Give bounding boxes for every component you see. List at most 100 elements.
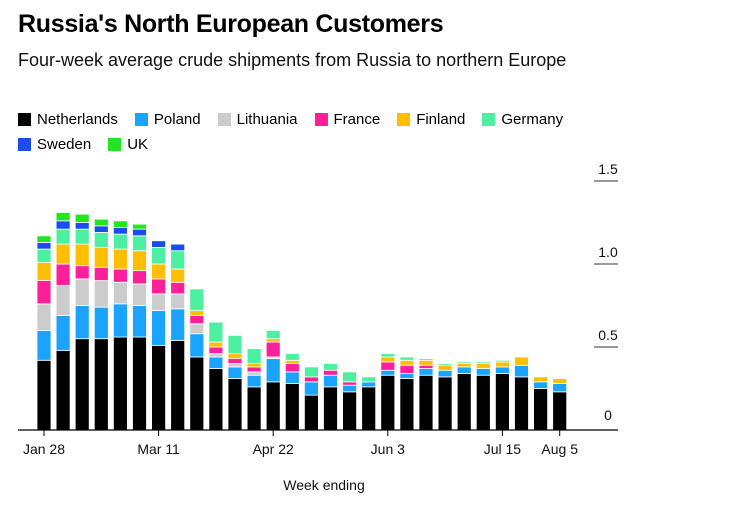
- bar-segment: [303, 381, 319, 396]
- bar-stack: [494, 359, 510, 431]
- x-tick-label: Apr 22: [253, 441, 294, 457]
- bar-segment: [380, 361, 396, 371]
- bar-segment: [113, 281, 128, 305]
- bar-stack: [456, 361, 472, 431]
- legend-swatch: [217, 113, 231, 126]
- bar-segment: [456, 361, 472, 365]
- legend-item: UK: [108, 132, 148, 157]
- bar-segment: [55, 315, 71, 351]
- legend-swatch: [108, 138, 122, 151]
- legend-label: Sweden: [37, 136, 92, 153]
- legend-item: Germany: [482, 107, 563, 132]
- bar-stack: [265, 329, 281, 431]
- bar-segment: [399, 364, 415, 374]
- bar-stack: [93, 218, 109, 431]
- bar-segment: [208, 368, 224, 431]
- bar-segment: [494, 373, 510, 431]
- bar-stack: [533, 376, 548, 431]
- bar-segment: [189, 323, 205, 335]
- bar-stack: [437, 363, 453, 431]
- x-tick-label: Aug 5: [541, 441, 578, 457]
- bar-segment: [93, 246, 109, 268]
- bar-segment: [284, 383, 300, 431]
- bar-segment: [418, 359, 434, 366]
- bar-segment: [380, 374, 396, 431]
- bar-segment: [36, 261, 52, 281]
- bar-segment: [189, 333, 205, 358]
- legend-item: Lithuania: [217, 107, 298, 132]
- bar-segment: [323, 369, 338, 376]
- bar-segment: [74, 213, 90, 223]
- bar-segment: [55, 220, 71, 230]
- bar-segment: [113, 227, 128, 235]
- bar-segment: [132, 336, 147, 431]
- bar-segment: [208, 353, 224, 358]
- bar-stack: [113, 220, 128, 431]
- bar-segment: [74, 222, 90, 230]
- bar-segment: [151, 310, 167, 346]
- bar-segment: [437, 364, 453, 371]
- bar-segment: [74, 228, 90, 245]
- bar-segment: [246, 371, 262, 376]
- bar-segment: [170, 308, 186, 341]
- bar-segment: [74, 243, 90, 267]
- legend-label: Finland: [416, 111, 466, 128]
- x-tick-label: Jun 3: [371, 441, 405, 457]
- bar-segment: [132, 235, 147, 252]
- bar-stack: [342, 371, 358, 431]
- bar-segment: [93, 225, 109, 233]
- y-tick-label: 0.5: [598, 327, 618, 343]
- x-tick-label: Jan 28: [23, 441, 65, 457]
- legend-label: Poland: [153, 111, 201, 128]
- bar-segment: [151, 263, 167, 280]
- bar-segment: [342, 391, 358, 431]
- bar-segment: [170, 268, 186, 283]
- bar-stack: [361, 376, 377, 431]
- bar-stack: [36, 235, 52, 431]
- bar-segment: [475, 374, 491, 431]
- bar-segment: [132, 223, 147, 230]
- bar-segment: [170, 281, 186, 295]
- legend-swatch: [397, 113, 411, 126]
- bar-segment: [418, 358, 434, 361]
- bar-segment: [342, 371, 358, 383]
- bar-segment: [456, 366, 472, 374]
- legend-label: Lithuania: [236, 111, 298, 128]
- bar-segment: [132, 270, 147, 285]
- bar-segment: [227, 358, 243, 364]
- bar-segment: [494, 366, 510, 374]
- bar-segment: [361, 381, 377, 388]
- bar-stack: [170, 243, 186, 431]
- bar-segment: [55, 228, 71, 245]
- bar-segment: [208, 356, 224, 369]
- bar-segment: [456, 373, 472, 431]
- legend-item: Sweden: [18, 132, 91, 157]
- bar-segment: [533, 381, 548, 389]
- bar-stack: [132, 223, 147, 431]
- bar-segment: [227, 334, 243, 355]
- bar-segment: [437, 363, 453, 366]
- bar-segment: [74, 305, 90, 340]
- bar-segment: [361, 376, 377, 383]
- bar-segment: [284, 363, 300, 373]
- bar-segment: [437, 369, 453, 378]
- bar-segment: [494, 361, 510, 368]
- x-axis-label: Week ending: [283, 477, 364, 493]
- bar-segment: [113, 336, 128, 431]
- bar-stack: [475, 361, 491, 431]
- bar-segment: [151, 246, 167, 265]
- bar-segment: [284, 359, 300, 364]
- legend: Netherlands Poland Lithuania France Finland G…: [18, 107, 618, 157]
- bar-segment: [475, 361, 491, 365]
- bar-segment: [93, 266, 109, 282]
- bar-segment: [208, 346, 224, 355]
- bar-segment: [303, 376, 319, 383]
- bar-segment: [113, 233, 128, 250]
- bar-segment: [55, 263, 71, 286]
- bar-stack: [189, 288, 205, 431]
- bar-stack: [552, 378, 568, 431]
- bar-segment: [418, 368, 434, 376]
- bar-stack: [208, 321, 224, 431]
- bar-segment: [227, 353, 243, 360]
- legend-item: Poland: [134, 107, 201, 132]
